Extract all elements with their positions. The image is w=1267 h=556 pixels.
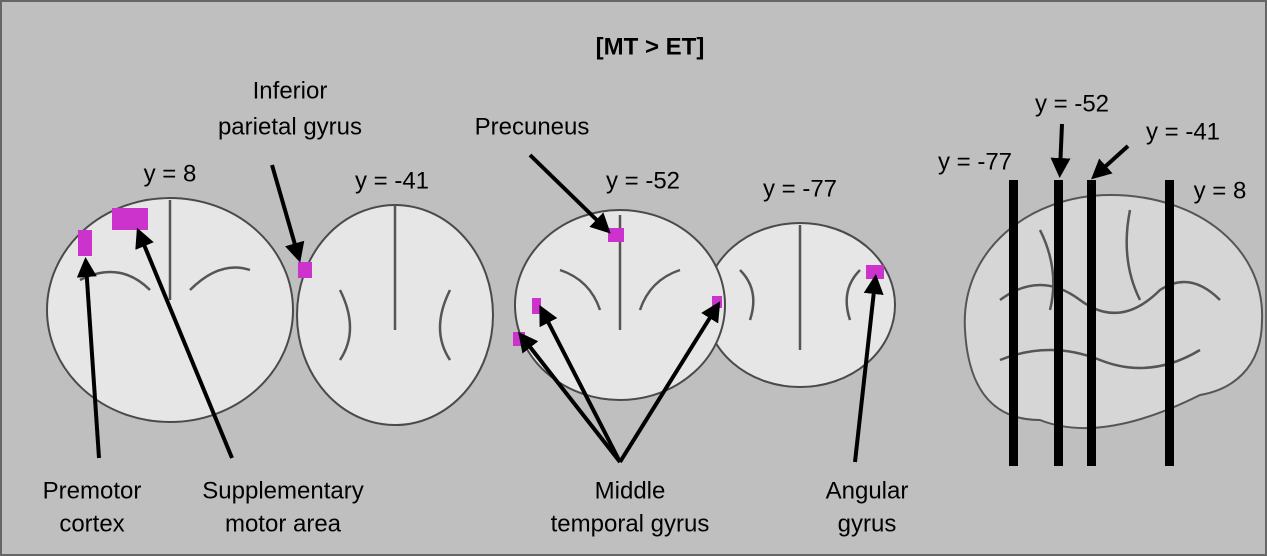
sagittal-label: y = -77 [938, 148, 1012, 175]
activation [608, 228, 624, 242]
figure: [MT > ET] y = 8 y = -41 y = [0, 0, 1267, 556]
slice-line [1009, 180, 1018, 466]
region-label: Premotor [43, 477, 142, 504]
slice-line [1054, 180, 1063, 466]
slice-label: y = -52 [606, 167, 680, 194]
slice-label: y = 8 [144, 160, 197, 187]
region-label: cortex [59, 510, 124, 537]
region-label: Precuneus [475, 113, 590, 140]
region-label: Angular [826, 477, 909, 504]
region-label: motor area [225, 510, 342, 537]
slice-line [1165, 180, 1174, 466]
region-label: Middle [595, 477, 666, 504]
activation [78, 230, 92, 256]
title: [MT > ET] [596, 33, 705, 60]
slice-label: y = -77 [763, 175, 837, 202]
activation [712, 296, 722, 308]
activation [866, 265, 884, 279]
sagittal-label: y = -52 [1035, 90, 1109, 117]
region-label: parietal gyrus [218, 113, 362, 140]
activation [298, 262, 312, 278]
slice-label: y = -41 [355, 167, 429, 194]
region-label: temporal gyrus [551, 510, 710, 537]
region-label: gyrus [838, 510, 897, 537]
sagittal-label: y = -41 [1146, 118, 1220, 145]
region-label: Supplementary [202, 477, 363, 504]
slice-line [1087, 180, 1096, 466]
region-label: Inferior [253, 77, 328, 104]
activation [112, 208, 148, 230]
activation [532, 298, 541, 314]
arrow [1060, 124, 1062, 170]
sagittal-label: y = 8 [1194, 177, 1247, 204]
